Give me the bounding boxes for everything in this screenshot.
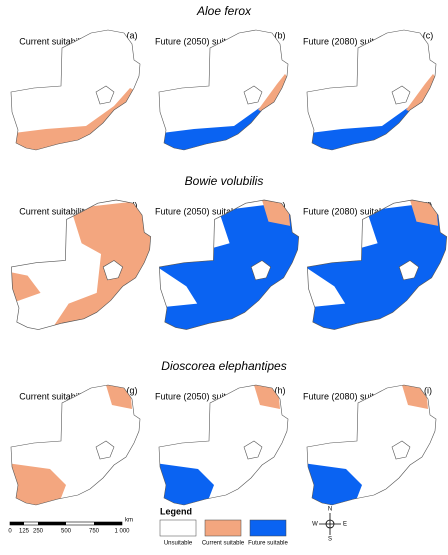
legend-swatch: [204, 519, 242, 537]
suitability-area: [11, 88, 138, 150]
lesotho-outline: [95, 85, 115, 105]
scale-label: 0: [8, 529, 12, 535]
scale-bar-segment: [10, 522, 24, 525]
legend-swatch: [249, 519, 287, 537]
legend-swatch: [159, 519, 197, 537]
legend-label: Current suitable: [202, 541, 245, 547]
panel-title: Future (2080) suitability: [303, 36, 398, 46]
suitability: [307, 385, 428, 505]
suitability: [159, 74, 288, 150]
species-title: Aloe ferox: [196, 4, 252, 18]
panel-title: Future (2050) suitability: [155, 391, 250, 401]
suitability-area: [258, 74, 288, 114]
panel-label: (h): [275, 385, 286, 395]
panel-title: Current suitability: [19, 36, 89, 46]
suitability-area: [402, 385, 428, 409]
scale-unit: km: [125, 518, 133, 524]
suitability: [307, 200, 447, 330]
map: [306, 384, 437, 506]
suitability: [159, 200, 299, 330]
legend-title: Legend: [160, 506, 192, 516]
map: [10, 384, 141, 506]
lesotho-outline: [391, 85, 411, 105]
scale-bar-segment: [38, 522, 66, 525]
suitability-area: [406, 74, 436, 114]
lesotho-outline: [391, 440, 411, 460]
map: [306, 29, 437, 151]
panel-title: Current suitability: [19, 391, 89, 401]
panel-label: (c): [423, 30, 434, 40]
lesotho-outline: [95, 440, 115, 460]
suitability: [11, 385, 132, 505]
scale-label: 750: [89, 529, 100, 535]
suitability-area: [262, 200, 291, 226]
scale-bar-segment: [94, 522, 122, 525]
compass-s: S: [328, 537, 332, 543]
compass-arrows: [319, 513, 341, 535]
suitability-area: [159, 88, 286, 150]
suitability-area: [307, 463, 362, 505]
suitability-area: [307, 88, 434, 150]
suitability-area: [47, 200, 151, 330]
panel-label: (b): [275, 30, 286, 40]
scale-label: 1 000: [114, 529, 130, 535]
panel-title: Future (2080) suitability: [303, 206, 398, 216]
legend-label: Unsuitable: [164, 541, 193, 547]
panel-label: (g): [127, 385, 138, 395]
map: [306, 199, 448, 331]
lesotho-outline: [243, 85, 263, 105]
suitability: [307, 74, 436, 150]
suitability-area: [410, 200, 439, 226]
scale-label: 250: [33, 529, 44, 535]
suitability: [159, 385, 280, 505]
suitability-area: [106, 385, 132, 409]
panel-title: Future (2080) suitability: [303, 391, 398, 401]
species-title: Dioscorea elephantipes: [161, 359, 286, 373]
map: [158, 199, 300, 331]
map: [10, 29, 141, 151]
species-title: Bowie volubilis: [185, 174, 264, 188]
panel-label: (i): [424, 385, 432, 395]
panel-title: Future (2050) suitability: [155, 36, 250, 46]
map: [158, 384, 289, 506]
scale-label: 500: [61, 529, 72, 535]
map: [158, 29, 289, 151]
lesotho-outline: [398, 260, 420, 281]
suitability-area: [11, 463, 66, 505]
compass-w: W: [312, 522, 318, 528]
compass-e: E: [343, 522, 347, 528]
suitability-area: [254, 385, 280, 409]
suitability-area: [159, 463, 214, 505]
lesotho-outline: [250, 260, 272, 281]
lesotho-outline: [243, 440, 263, 460]
panel-title: Current suitability: [19, 206, 89, 216]
scale-label: 125: [19, 529, 30, 535]
suitability: [11, 88, 138, 150]
lesotho-outline: [102, 260, 124, 281]
map: [10, 199, 152, 331]
compass-n: N: [328, 507, 332, 513]
panel-label: (a): [127, 30, 138, 40]
legend-label: Future suitable: [248, 541, 288, 547]
panel-title: Future (2050) suitability: [155, 206, 250, 216]
